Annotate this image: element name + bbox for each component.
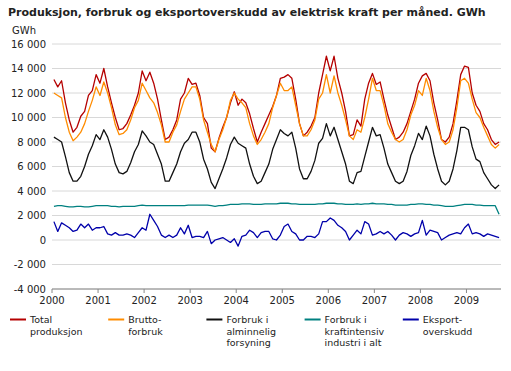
- legend-label-line: Forbruk i: [325, 314, 367, 325]
- grid-line: [52, 117, 501, 118]
- x-tick-label: 2002: [131, 295, 156, 306]
- y-tick-label: -4 000: [14, 284, 46, 295]
- y-tick-label: 10 000: [11, 112, 46, 123]
- legend-swatch: [108, 319, 124, 321]
- legend-label-line: Total: [29, 314, 52, 325]
- y-tick-label: 16 000: [11, 39, 46, 50]
- x-tick: [190, 289, 191, 293]
- grid-line: [52, 264, 501, 265]
- x-tick: [236, 289, 237, 293]
- x-tick-label: 2007: [362, 295, 387, 306]
- x-tick: [98, 289, 99, 293]
- x-axis-line: [52, 289, 501, 290]
- x-tick: [420, 289, 421, 293]
- legend-label: Totalproduksjon: [29, 314, 83, 337]
- y-tick-label: 2 000: [17, 210, 46, 221]
- legend-item: Forbruk ialminneligforsyning: [206, 314, 276, 348]
- legend-label: Forbruk ialminneligforsyning: [226, 314, 276, 348]
- grid-line: [52, 44, 501, 45]
- grid-line: [52, 191, 501, 192]
- x-tick-label: 2006: [316, 295, 341, 306]
- legend-swatch: [403, 319, 419, 321]
- lines: [54, 56, 499, 246]
- grid: [52, 44, 501, 289]
- legend-label-line: kraftintensiv: [325, 326, 385, 337]
- y-axis-label: GWh: [12, 25, 36, 36]
- series-line: [54, 214, 499, 246]
- x-tick-label: 2001: [85, 295, 110, 306]
- grid-line: [52, 68, 501, 69]
- x-tick: [282, 289, 283, 293]
- chart: Produksjon, forbruk og eksportoverskudd …: [0, 0, 511, 371]
- legend-label-line: industri i alt: [325, 337, 382, 348]
- grid-line: [52, 142, 501, 143]
- legend-label-line: Forbruk i: [226, 314, 268, 325]
- legend-swatch: [10, 319, 26, 321]
- y-tick-label: 6 000: [17, 161, 46, 172]
- y-ticks: -4 000 -2 000 0 2 000 4 000 6 000 8 000 10 000 1…: [11, 39, 46, 295]
- x-tick: [466, 289, 467, 293]
- legend-item: Eksport-overskudd: [403, 314, 472, 337]
- legend-label-line: produksjon: [30, 326, 83, 337]
- x-tick: [328, 289, 329, 293]
- legend-label-line: Eksport-: [423, 314, 462, 325]
- x-tick-label: 2009: [454, 295, 479, 306]
- x-tick-label: 2008: [408, 295, 433, 306]
- legend-label: Forbruk ikraftintensivindustri i alt: [325, 314, 385, 348]
- legend-item: Totalproduksjon: [10, 314, 83, 337]
- y-tick-label: -2 000: [14, 259, 46, 270]
- title: Produksjon, forbruk og eksportoverskudd …: [8, 6, 486, 19]
- legend: TotalproduksjonBrutto-forbrukForbruk ial…: [10, 314, 472, 348]
- x-tick-label: 2004: [223, 295, 248, 306]
- legend-label-line: forbruk: [128, 326, 163, 337]
- x-ticks: 2000 2001 2002 2003 2004 2005 2006 2007 2008 2009: [39, 289, 479, 306]
- series-line: [54, 203, 499, 214]
- y-tick-label: 14 000: [11, 63, 46, 74]
- legend-label: Brutto-forbruk: [128, 314, 163, 337]
- legend-label-line: Brutto-: [128, 314, 161, 325]
- grid-line: [52, 215, 501, 216]
- legend-label-line: alminnelig: [226, 326, 276, 337]
- grid-line: [52, 166, 501, 167]
- x-tick: [374, 289, 375, 293]
- series-line: [54, 56, 499, 152]
- y-tick-label: 12 000: [11, 88, 46, 99]
- grid-line: [52, 289, 501, 290]
- x-tick-label: 2000: [39, 295, 64, 306]
- y-tick-label: 8 000: [17, 137, 46, 148]
- y-tick-label: 4 000: [17, 186, 46, 197]
- legend-item: Forbruk ikraftintensivindustri i alt: [305, 314, 385, 348]
- y-tick-label: 0: [40, 235, 46, 246]
- legend-label-line: forsyning: [226, 337, 270, 348]
- legend-swatch: [305, 319, 321, 321]
- legend-item: Brutto-forbruk: [108, 314, 163, 337]
- series-line: [54, 124, 499, 189]
- legend-label: Eksport-overskudd: [423, 314, 472, 337]
- x-tick: [52, 289, 53, 293]
- legend-swatch: [206, 319, 222, 321]
- x-tick: [144, 289, 145, 293]
- x-tick-label: 2005: [270, 295, 295, 306]
- x-tick-label: 2003: [177, 295, 202, 306]
- legend-label-line: overskudd: [423, 326, 472, 337]
